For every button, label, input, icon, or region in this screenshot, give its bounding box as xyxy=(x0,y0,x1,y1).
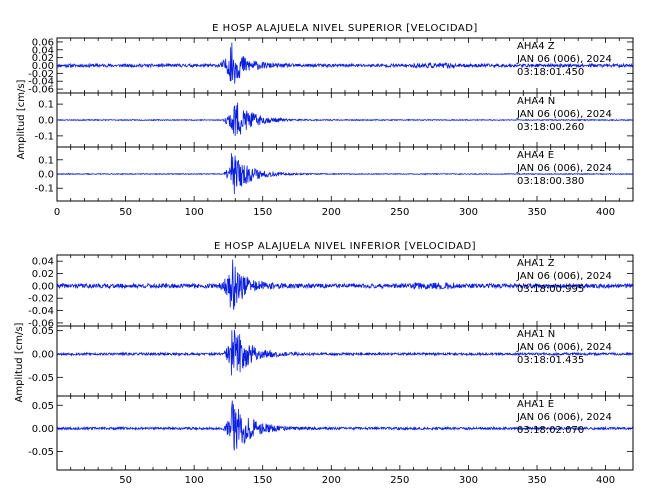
waveform-trace xyxy=(57,400,633,451)
y-tick-label: -0.1 xyxy=(34,184,54,195)
y-tick-label: 0.06 xyxy=(32,37,54,48)
seismogram-chart-2: E HOSP ALAJUELA NIVEL INFERIOR [VELOCIDA… xyxy=(14,241,634,486)
y-tick-label: -0.02 xyxy=(28,294,54,305)
y-tick-label: -0.02 xyxy=(28,69,54,80)
chart-title: E HOSP ALAJUELA NIVEL INFERIOR [VELOCIDA… xyxy=(214,241,476,252)
y-tick-label: -0.06 xyxy=(28,318,54,329)
station-component-label: AHA4 Z xyxy=(517,41,555,52)
waveform-trace xyxy=(57,153,633,195)
y-tick-label: 0.1 xyxy=(38,100,54,111)
x-tick-label: 0 xyxy=(54,207,60,218)
waveform-trace xyxy=(57,42,633,84)
x-tick-label: 300 xyxy=(459,207,478,218)
waveform-trace xyxy=(57,259,633,310)
station-component-label: AHA4 E xyxy=(517,150,554,161)
y-tick-label: -0.05 xyxy=(28,447,54,458)
y-tick-label: -0.05 xyxy=(28,373,54,384)
seismogram-chart-1: E HOSP ALAJUELA NIVEL SUPERIOR [VELOCIDA… xyxy=(16,23,634,218)
y-tick-label: -0.1 xyxy=(34,131,54,142)
trace-date: JAN 06 (006), 2024 xyxy=(516,342,612,353)
y-tick-label: 0.02 xyxy=(32,269,54,280)
y-tick-label: 0.00 xyxy=(32,350,54,361)
x-tick-label: 250 xyxy=(390,475,409,486)
y-tick-label: 0.0 xyxy=(38,170,54,181)
y-tick-label: 0.02 xyxy=(32,53,54,64)
trace-date: JAN 06 (006), 2024 xyxy=(516,271,612,282)
y-tick-label: -0.04 xyxy=(28,77,54,88)
x-tick-label: 50 xyxy=(119,207,132,218)
station-component-label: AHA1 Z xyxy=(517,258,555,269)
station-component-label: AHA4 N xyxy=(517,96,555,107)
x-tick-label: 150 xyxy=(253,207,272,218)
y-axis-label: Amplitud [cm/s] xyxy=(14,322,25,402)
trace-start-time: 03:18:02.070 xyxy=(517,425,584,436)
trace-start-time: 03:18:00.260 xyxy=(517,122,584,133)
trace-panel-aha4-n: -0.1 0.0 0.1 AHA4 N JAN 06 (006), 2024 03:18:… xyxy=(34,92,634,148)
x-tick-label: 300 xyxy=(459,475,478,486)
trace-start-time: 03:18:01.435 xyxy=(517,355,584,366)
trace-start-time: 03:18:01.450 xyxy=(517,67,584,78)
x-tick-label: 50 xyxy=(119,475,132,486)
trace-panel-aha4-e: -0.1 0.0 0.1 AHA4 E JAN 06 (006), 2024 03:18:… xyxy=(34,146,634,202)
trace-start-time: 03:18:00.380 xyxy=(517,176,584,187)
y-tick-label: 0.00 xyxy=(32,281,54,292)
station-component-label: AHA1 E xyxy=(517,399,554,410)
x-tick-label: 350 xyxy=(527,475,546,486)
y-tick-label: 0.0 xyxy=(38,116,54,127)
trace-date: JAN 06 (006), 2024 xyxy=(516,412,612,423)
y-tick-label: 0.05 xyxy=(32,326,54,337)
trace-panel-aha4-z: -0.06-0.04-0.020.000.020.040.06 AHA4 Z JAN… xyxy=(28,37,634,96)
x-tick-label: 150 xyxy=(253,475,272,486)
x-tick-label: 400 xyxy=(596,475,615,486)
x-tick-label: 250 xyxy=(390,207,409,218)
trace-start-time: 03:18:00.995 xyxy=(517,284,584,295)
chart-title: E HOSP ALAJUELA NIVEL SUPERIOR [VELOCIDA… xyxy=(212,23,478,34)
waveform-trace xyxy=(57,329,633,376)
x-tick-label: 400 xyxy=(596,207,615,218)
trace-date: JAN 06 (006), 2024 xyxy=(516,54,612,65)
trace-date: JAN 06 (006), 2024 xyxy=(516,163,612,174)
trace-panel-aha1-z: -0.06-0.04-0.02 0.000.020.04 AHA1 Z JAN 06 … xyxy=(28,254,634,329)
y-tick-label: -0.06 xyxy=(28,85,54,96)
station-component-label: AHA1 N xyxy=(517,329,555,340)
x-tick-label: 350 xyxy=(527,207,546,218)
y-tick-label: 0.04 xyxy=(32,257,54,268)
y-tick-label: 0.04 xyxy=(32,45,54,56)
y-tick-label: 0.00 xyxy=(32,424,54,435)
x-tick-label: 200 xyxy=(322,207,341,218)
trace-panel-aha1-e: -0.05 0.00 0.05 AHA1 E JAN 06 (006), 2024 03:… xyxy=(28,395,634,471)
y-tick-label: 0.05 xyxy=(32,401,54,412)
trace-panel-aha1-n: -0.05 0.00 0.05 AHA1 N JAN 06 (006), 2024 03:… xyxy=(28,325,634,397)
waveform-trace xyxy=(57,102,633,137)
y-tick-label: 0.1 xyxy=(38,155,54,166)
trace-date: JAN 06 (006), 2024 xyxy=(516,109,612,120)
y-axis-label: Amplitud [cm/s] xyxy=(16,79,27,159)
y-tick-label: -0.04 xyxy=(28,306,54,317)
x-tick-label: 200 xyxy=(322,475,341,486)
y-tick-label: 0.00 xyxy=(32,61,54,72)
x-tick-label: 100 xyxy=(185,207,204,218)
x-tick-label: 100 xyxy=(185,475,204,486)
